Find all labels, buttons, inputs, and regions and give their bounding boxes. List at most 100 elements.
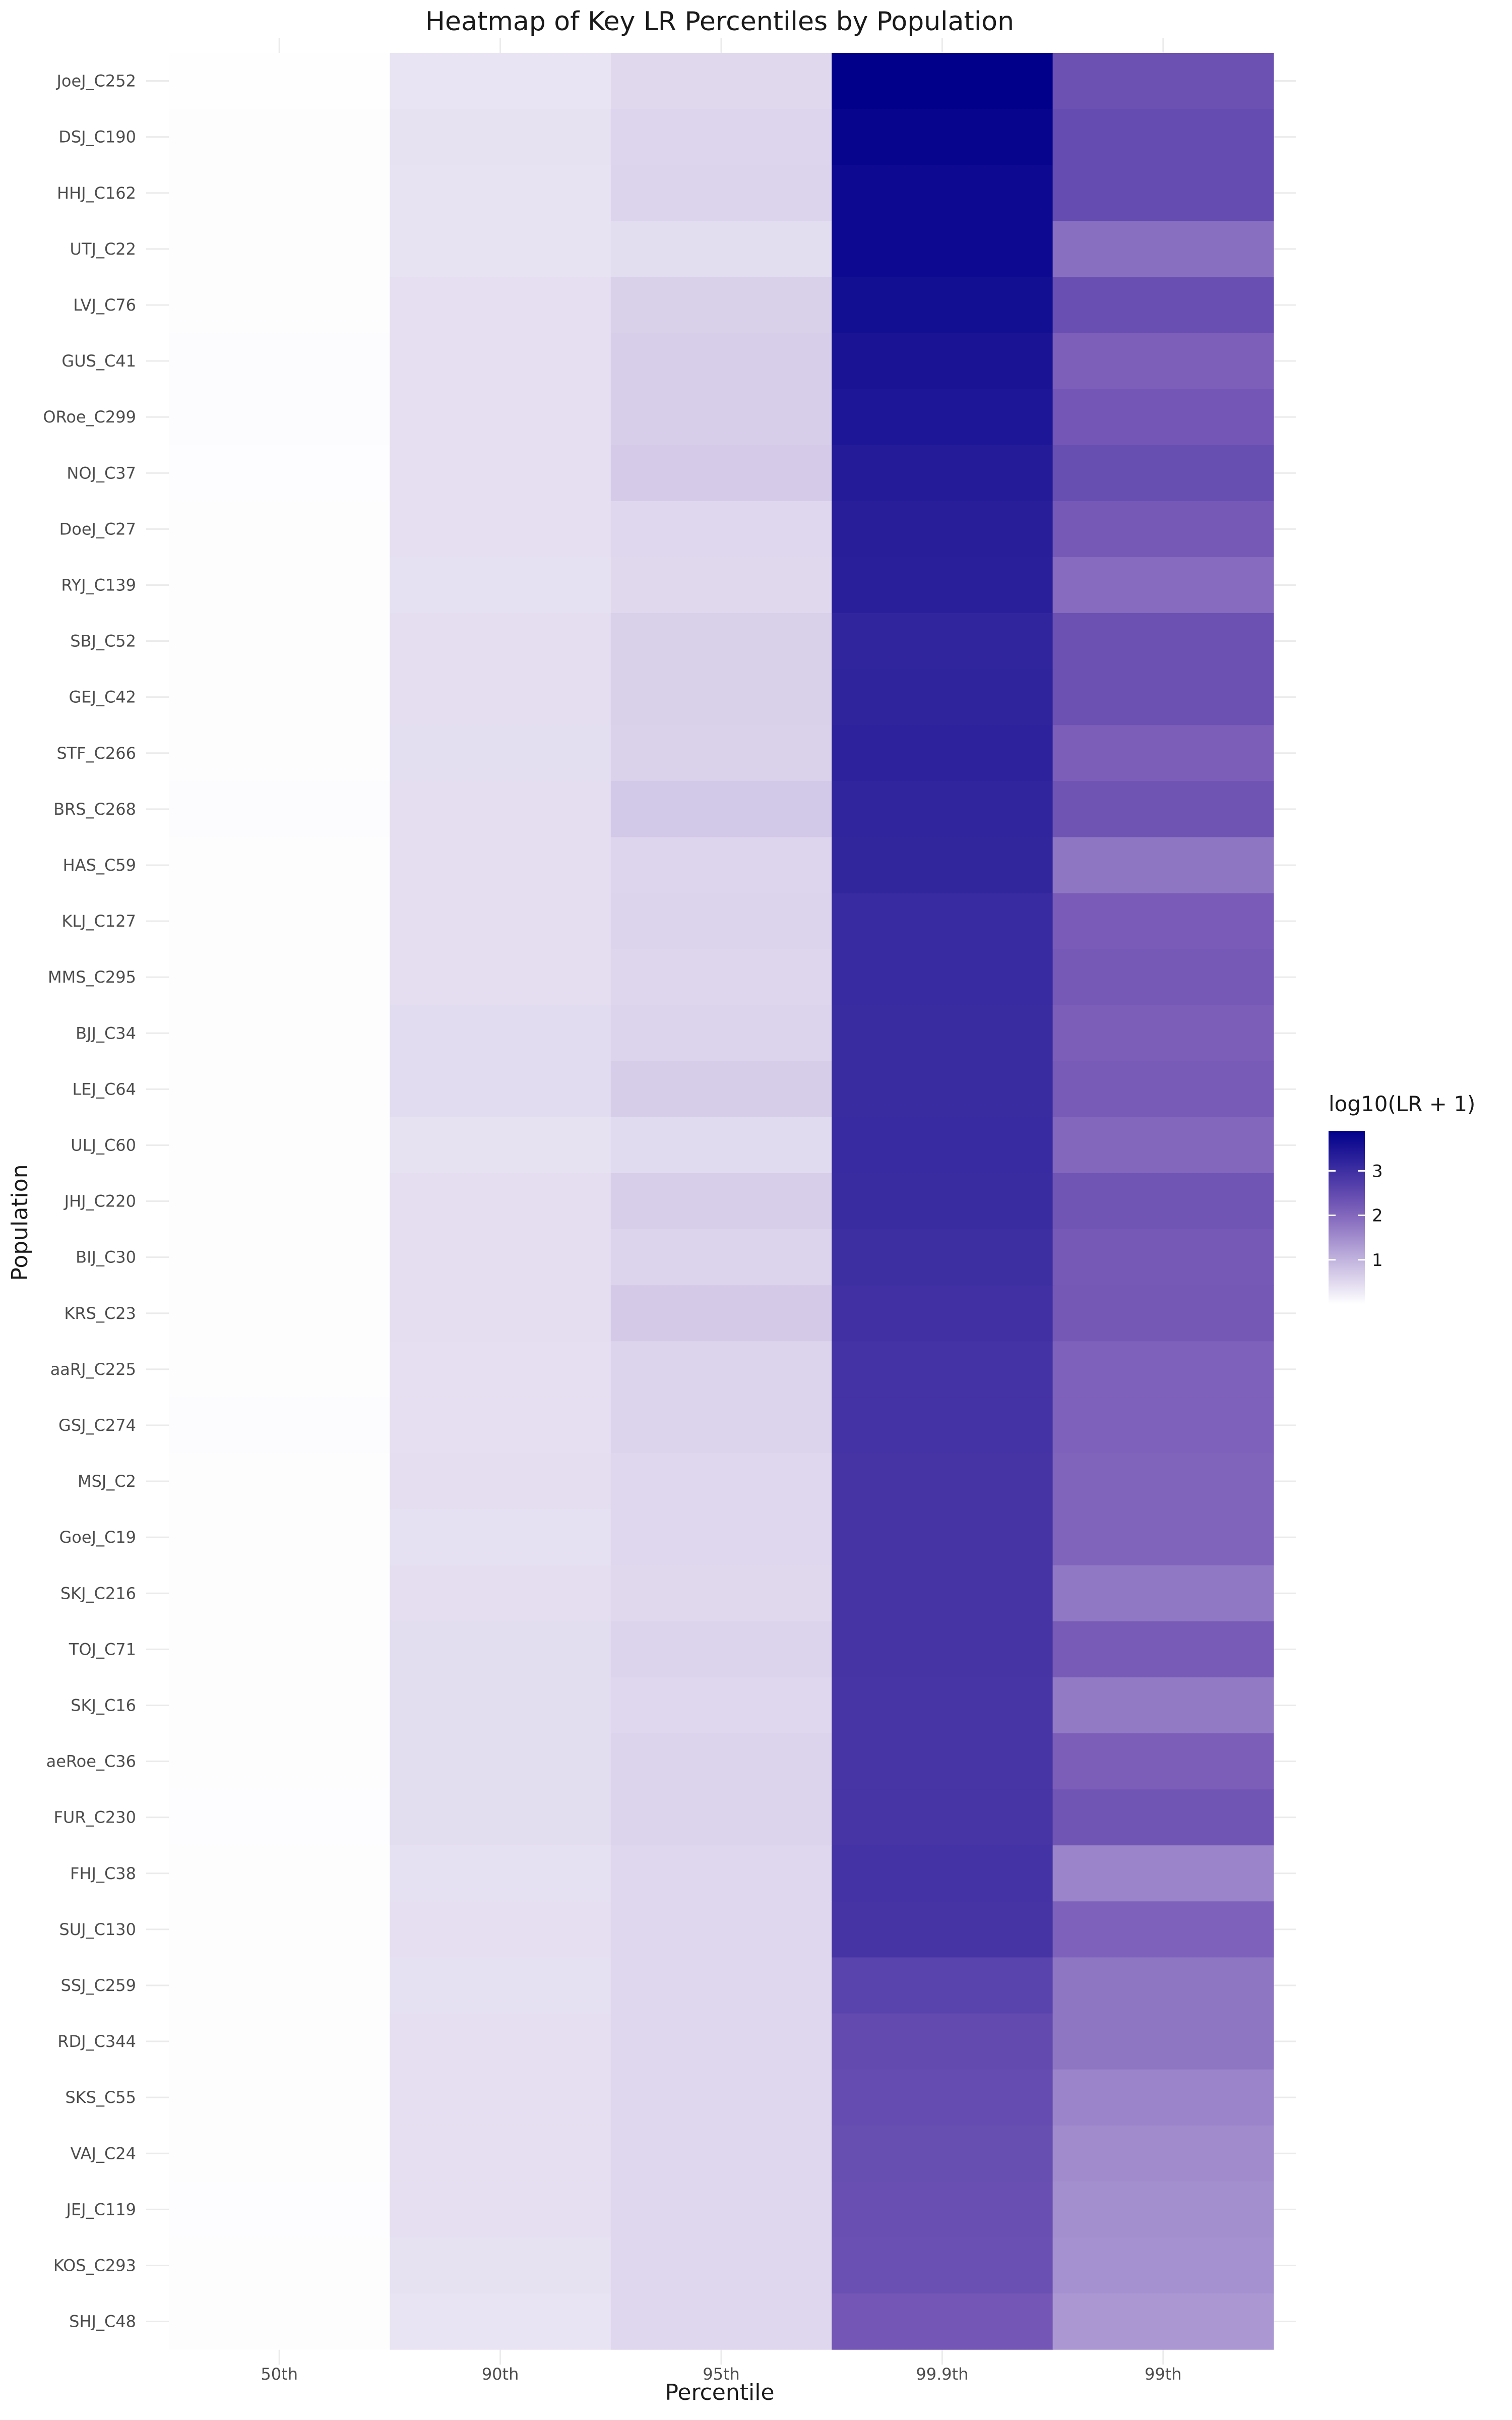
- heatmap-cell: [610, 445, 832, 502]
- heatmap-cell: [1052, 1677, 1274, 1734]
- heatmap-cell: [832, 1509, 1053, 1566]
- heatmap-cell: [832, 613, 1053, 670]
- heatmap-cell: [610, 557, 832, 614]
- heatmap-cell: [832, 1733, 1053, 1790]
- heatmap-cell: [610, 1341, 832, 1398]
- heatmap-cell: [1052, 557, 1274, 614]
- heatmap-cell: [832, 1565, 1053, 1622]
- y-tick-label: SHJ_C48: [69, 2312, 136, 2331]
- heatmap-cell: [169, 1733, 390, 1790]
- heatmap-cell: [169, 389, 390, 446]
- heatmap-cell: [610, 2125, 832, 2182]
- heatmap-cell: [169, 669, 390, 725]
- heatmap-cell: [832, 501, 1053, 558]
- heatmap-cell: [1052, 501, 1274, 558]
- heatmap-cell: [610, 781, 832, 837]
- y-tick-label: KRS_C23: [64, 1304, 136, 1323]
- heatmap-cell: [169, 221, 390, 277]
- heatmap-cell: [832, 53, 1053, 109]
- heatmap-cell: [169, 1285, 390, 1342]
- heatmap-cell: [169, 1061, 390, 1118]
- heatmap-cell: [390, 1565, 611, 1622]
- heatmap-cell: [390, 1117, 611, 1174]
- heatmap-cell: [390, 1453, 611, 1510]
- legend-tick-label: 3: [1372, 1161, 1383, 1181]
- heatmap-cell: [832, 1341, 1053, 1398]
- heatmap-cell: [610, 1229, 832, 1286]
- heatmap-cell: [832, 165, 1053, 221]
- heatmap-cell: [1052, 1509, 1274, 1566]
- heatmap-cell: [610, 725, 832, 781]
- heatmap-cell: [169, 2293, 390, 2350]
- heatmap-cell: [390, 1285, 611, 1342]
- heatmap-cell: [1052, 613, 1274, 670]
- heatmap-cell: [1052, 1173, 1274, 1230]
- heatmap-cell: [390, 949, 611, 1006]
- heatmap-cell: [610, 501, 832, 558]
- heatmap-cell: [1052, 2069, 1274, 2126]
- heatmap-cell: [390, 1061, 611, 1118]
- y-tick-label: RDJ_C344: [57, 2032, 136, 2051]
- heatmap-cell: [390, 1229, 611, 1286]
- heatmap-cell: [390, 1789, 611, 1846]
- heatmap-cell: [610, 1789, 832, 1846]
- heatmap-cell: [1052, 725, 1274, 781]
- heatmap-cell: [610, 1173, 832, 1230]
- heatmap-cell: [1052, 1957, 1274, 2014]
- heatmap-cell: [169, 2181, 390, 2238]
- heatmap-cell: [390, 1901, 611, 1958]
- y-tick-label: JEJ_C119: [65, 2200, 136, 2219]
- heatmap-cell: [169, 613, 390, 670]
- heatmap-cell: [610, 2069, 832, 2126]
- heatmap-cell: [1052, 1845, 1274, 1902]
- heatmap-cell: [1052, 2293, 1274, 2350]
- heatmap-cell: [390, 1173, 611, 1230]
- heatmap-cell: [390, 389, 611, 446]
- heatmap-cell: [610, 1565, 832, 1622]
- chart-title: Heatmap of Key LR Percentiles by Populat…: [425, 7, 1014, 37]
- heatmap-cell: [169, 277, 390, 334]
- y-tick-label: GEJ_C42: [69, 688, 136, 707]
- heatmap-cell: [832, 1005, 1053, 1062]
- y-tick-label: MSJ_C2: [78, 1472, 136, 1491]
- heatmap-cell: [1052, 445, 1274, 502]
- heatmap-cell: [610, 389, 832, 446]
- heatmap-cell: [390, 1845, 611, 1902]
- x-tick-label: 50th: [261, 2365, 298, 2384]
- legend-title: log10(LR + 1): [1329, 1092, 1475, 1116]
- heatmap-cell: [610, 277, 832, 334]
- y-tick-label: VAJ_C24: [71, 2144, 136, 2163]
- heatmap-cell: [390, 109, 611, 165]
- heatmap-cell: [169, 1453, 390, 1510]
- heatmap-cell: [390, 333, 611, 390]
- heatmap-cell: [169, 1397, 390, 1454]
- y-tick-label: KLJ_C127: [61, 912, 136, 931]
- heatmap-cell: [1052, 277, 1274, 334]
- heatmap-cell: [610, 669, 832, 725]
- heatmap-cell: [390, 1621, 611, 1678]
- heatmap-cell: [169, 557, 390, 614]
- heatmap-cell: [169, 1621, 390, 1678]
- heatmap-cell: [1052, 1117, 1274, 1174]
- y-tick-label: SKJ_C216: [60, 1584, 136, 1603]
- heatmap-cell: [390, 2069, 611, 2126]
- heatmap-cells: [169, 53, 1274, 2350]
- heatmap-cell: [832, 2125, 1053, 2182]
- heatmap-cell: [1052, 1789, 1274, 1846]
- heatmap-cell: [390, 837, 611, 894]
- y-tick-label: NOJ_C37: [67, 463, 136, 482]
- heatmap-cell: [390, 2293, 611, 2350]
- heatmap-cell: [390, 1341, 611, 1398]
- heatmap-cell: [1052, 1901, 1274, 1958]
- heatmap-cell: [832, 1621, 1053, 1678]
- heatmap-cell: [169, 1341, 390, 1398]
- heatmap-cell: [610, 1005, 832, 1062]
- heatmap-cell: [832, 837, 1053, 894]
- y-tick-label: FHJ_C38: [70, 1864, 136, 1883]
- heatmap-cell: [610, 109, 832, 165]
- heatmap-cell: [610, 1901, 832, 1958]
- heatmap-cell: [169, 1901, 390, 1958]
- heatmap-cell: [1052, 781, 1274, 837]
- x-tick-label: 99.9th: [916, 2365, 968, 2384]
